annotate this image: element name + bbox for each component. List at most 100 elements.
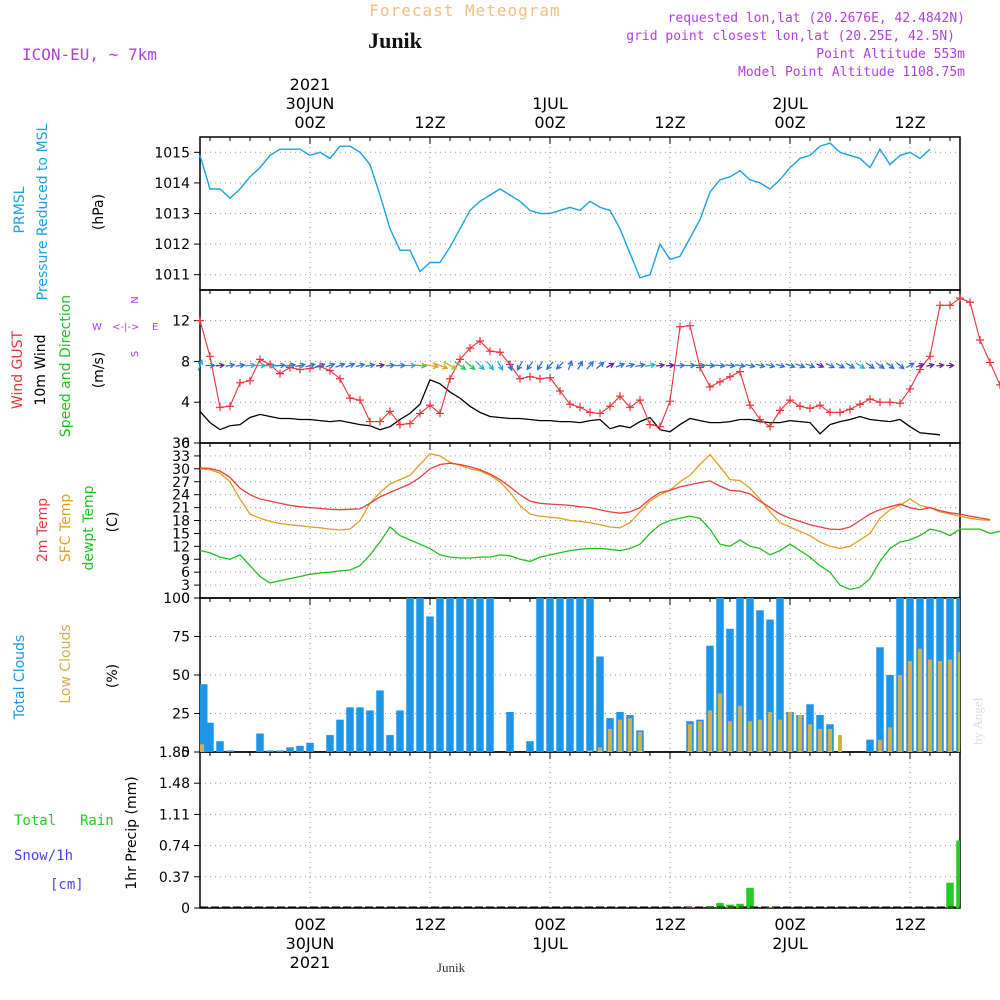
gust-point [736, 367, 744, 376]
requested-coordinates: requested lon,lat (20.2676E, 42.4842N) [668, 11, 965, 26]
wind-direction-arrow [235, 362, 246, 369]
temp2m-line [199, 462, 991, 531]
gust-point [536, 374, 544, 383]
wind-direction-arrow [432, 362, 449, 370]
gust-point [636, 396, 644, 405]
wind-direction-arrow [816, 362, 825, 369]
time-label: 00Z [294, 915, 325, 934]
temperature-ytick-label: 36 [172, 436, 190, 452]
low-clouds-bar [617, 719, 623, 752]
gust-point [866, 395, 874, 404]
total-clouds-bar [546, 598, 554, 752]
gust-point [716, 377, 724, 386]
total-clouds-bar [596, 656, 604, 752]
wind-direction-arrow [795, 362, 806, 369]
total-clouds-bar [426, 616, 434, 752]
wind-direction-arrow [305, 362, 316, 369]
gust-point [576, 403, 584, 412]
wind-axis-label: Wind GUST 10m Wind Speed and Direction (… [10, 295, 107, 437]
wind-direction-arrow [355, 362, 366, 369]
clouds-ytick-label: 75 [172, 630, 190, 646]
gust-point [896, 399, 904, 408]
total-clouds-bar [556, 598, 564, 752]
wind-label: 10m Wind [33, 334, 49, 405]
wind-direction-arrow [785, 362, 796, 369]
gust-point [586, 408, 594, 417]
wind-ytick-label: 4 [181, 395, 190, 411]
wind-direction-arrow [536, 361, 543, 371]
gust-point [616, 392, 624, 401]
clouds-unit: (%) [105, 664, 121, 688]
total-clouds-bar [286, 747, 294, 752]
wind-direction-arrow [215, 362, 226, 369]
gust-point [496, 348, 504, 357]
temperature-ytick-label: 27 [172, 475, 190, 491]
total-clouds-bar [776, 598, 784, 752]
low-clouds-bar [637, 731, 643, 752]
pressure-axis-label: PRMSL Pressure Reduced to MSL (hPa) [12, 123, 107, 300]
wind-direction-arrow [885, 362, 895, 370]
temperature-ytick-label: 21 [172, 501, 190, 517]
time-label: 12Z [894, 915, 925, 934]
gust-point [246, 376, 254, 385]
low-clouds-bar [927, 659, 933, 752]
total-clouds-bar [200, 684, 208, 752]
wind-direction-arrow [385, 362, 396, 369]
gust-point [406, 419, 414, 428]
temperature-ytick-label: 6 [181, 565, 190, 581]
gust-point [676, 322, 684, 331]
model-altitude: Model Point Altitude 1108.75m [738, 65, 965, 80]
precip-ytick-label: 1.85 [159, 745, 190, 761]
total-clouds-bar [256, 733, 264, 752]
precip-ytick-label: 0.74 [159, 839, 190, 855]
wind-direction-arrow [875, 362, 886, 370]
rain-bar [736, 903, 744, 908]
gust-point [596, 409, 604, 418]
time-label: 2JUL [772, 934, 808, 953]
time-label: 12Z [894, 113, 925, 132]
gust-point [236, 378, 244, 387]
low-clouds-bar [737, 705, 743, 752]
temperature-ytick-label: 18 [172, 514, 190, 530]
gust-point [416, 409, 424, 418]
pressure-ytick-label: 1014 [154, 176, 190, 192]
gust-point [486, 347, 494, 356]
wind-direction-arrow [895, 361, 905, 370]
pressure-ytick-label: 1013 [154, 207, 190, 223]
gust-point [876, 398, 884, 407]
total-clouds-bar [766, 619, 774, 752]
low-clouds-bar [697, 721, 703, 752]
gust-point [326, 366, 334, 375]
total-clouds-bar [876, 647, 884, 752]
gust-point [366, 417, 374, 426]
low-clouds-bar [887, 727, 893, 752]
chart-title: Forecast Meteogram [369, 1, 560, 20]
total-clouds-bar [506, 711, 514, 752]
total-clouds-bar [356, 707, 364, 752]
sfctemp-label: SFC Temp [58, 494, 74, 563]
low-clouds-bar [747, 721, 753, 752]
low-clouds-bar [767, 711, 773, 752]
wind-direction-arrow [725, 362, 736, 369]
time-label: 1JUL [532, 94, 568, 113]
precip-ytick-label: 0 [181, 901, 190, 917]
gust-point [686, 321, 694, 330]
wind-direction-arrow [526, 361, 534, 371]
gust-point [916, 365, 924, 374]
wind-direction-arrow [936, 362, 945, 369]
total-clouds-bar [586, 598, 594, 752]
gust-point [966, 298, 974, 307]
gust-point [776, 406, 784, 415]
total-clouds-bar [226, 750, 234, 752]
low-clouds-bar [957, 651, 960, 752]
time-label: 00Z [294, 113, 325, 132]
wind-direction-arrow [496, 360, 504, 371]
gust-point [196, 316, 204, 325]
pressure-ytick-label: 1015 [154, 145, 190, 161]
gust-point [646, 420, 654, 429]
low-clouds-bar [587, 750, 593, 752]
gust-point [666, 397, 674, 406]
time-label: 12Z [654, 915, 685, 934]
gust-line [199, 297, 1000, 428]
low-clouds-label: Low Clouds [58, 624, 74, 703]
